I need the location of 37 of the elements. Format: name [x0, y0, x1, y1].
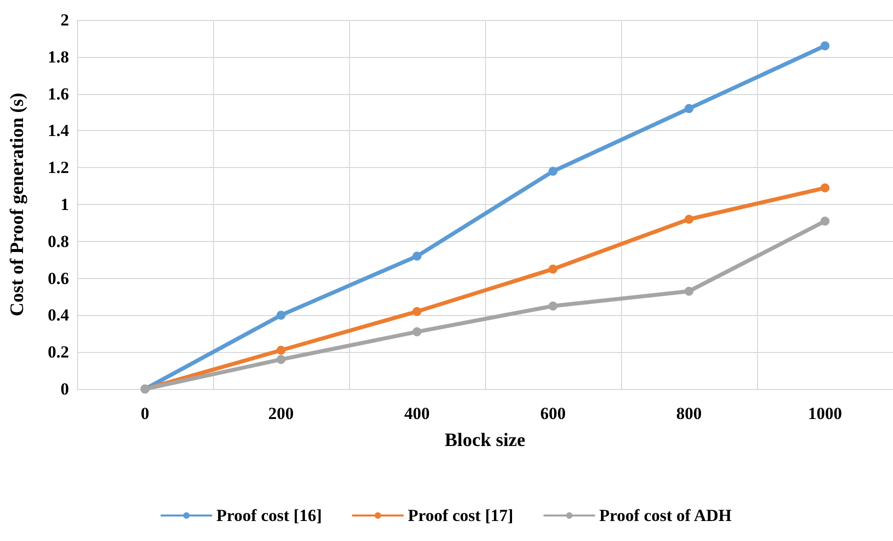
y-tick-label: 0.2 [48, 342, 69, 362]
point [820, 41, 830, 50]
y-tick-label: 0 [60, 380, 69, 398]
point [820, 216, 830, 226]
point [276, 310, 286, 320]
x-tick-label: 1000 [808, 404, 842, 423]
x-tick-label: 600 [540, 404, 566, 423]
x-tick-label: 800 [676, 404, 702, 423]
legend-label: Proof cost of ADH [599, 506, 732, 525]
y-tick-label: 2 [60, 10, 69, 30]
y-tick-label: 0.8 [48, 232, 69, 251]
legend-label: Proof cost [16] [216, 506, 322, 525]
point [820, 183, 830, 192]
point [684, 286, 694, 296]
point [276, 346, 286, 355]
y-tick-label: 1 [60, 195, 69, 214]
y-tick-label: 0.4 [48, 306, 70, 325]
y-tick-label: 1.4 [48, 121, 70, 140]
x-tick-label: 0 [140, 404, 150, 423]
y-axis-title: Cost of Proof generation (s) [7, 92, 28, 316]
point [412, 327, 422, 336]
legend-label: Proof cost [17] [408, 506, 514, 525]
y-tick-label: 1.2 [48, 158, 69, 178]
x-axis-title: Block size [444, 430, 526, 451]
x-tick-label: 400 [404, 404, 430, 423]
point [412, 307, 422, 316]
point [412, 252, 422, 261]
point [684, 104, 694, 114]
point [684, 214, 694, 224]
point [548, 264, 558, 274]
y-tick-label: 0.6 [48, 268, 69, 288]
y-tick-label: 1.6 [48, 84, 69, 104]
point [548, 301, 558, 310]
point [548, 166, 558, 176]
y-tick-label: 1.8 [48, 47, 69, 66]
x-tick-label: 200 [268, 404, 294, 423]
point [276, 354, 286, 364]
